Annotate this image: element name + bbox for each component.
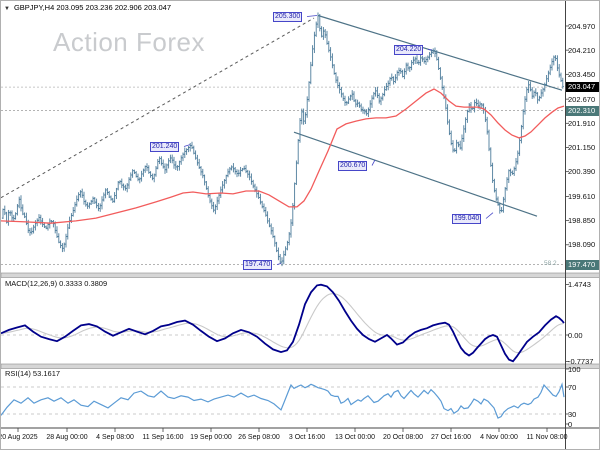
macd-main-line <box>1 283 565 363</box>
price-annotation-label[interactable]: 204.220 <box>394 45 424 55</box>
price-axis-tick: 202.670 <box>568 94 596 104</box>
rsi-axis-tick: 30 <box>568 409 577 419</box>
rsi-indicator-label: RSI(14) 53.1617 <box>5 369 61 378</box>
time-axis-label: 11 Sep 16:00 <box>142 434 184 441</box>
price-axis-tick: 198.090 <box>568 240 596 250</box>
time-axis-label: 26 Sep 08:00 <box>238 434 280 441</box>
price-axis-tick: 201.150 <box>568 142 596 152</box>
macd-axis-tick: 0.00 <box>568 330 583 340</box>
annotation-connector <box>306 15 318 17</box>
pane-splitter-rsi[interactable] <box>1 363 600 369</box>
macd-pane[interactable] <box>1 283 565 363</box>
price-axis-tick: 204.210 <box>568 45 596 55</box>
price-annotation-label[interactable]: 200.670 <box>338 161 368 171</box>
axis-price-tag-teal: 197.470 <box>566 259 599 270</box>
annotation-connector <box>485 212 494 219</box>
time-axis-label: 4 Sep 08:00 <box>96 434 134 441</box>
pane-splitter-macd[interactable] <box>1 272 600 278</box>
trendline-1[interactable] <box>317 14 563 91</box>
price-annotation-label[interactable]: 201.240 <box>150 142 180 152</box>
symbol-quote-line: ▼ GBPJPY,H4 203.095 203.236 202.906 203.0… <box>4 3 171 12</box>
annotation-connector <box>276 263 282 265</box>
trendline-2[interactable] <box>293 131 538 217</box>
price-annotation-label[interactable]: 205.300 <box>273 12 303 22</box>
symbol-ohlc-text: GBPJPY,H4 203.095 203.236 202.906 203.04… <box>13 3 172 12</box>
price-bars <box>1 12 564 267</box>
rsi-line <box>1 382 565 419</box>
time-axis-label: 20 Oct 08:00 <box>382 434 424 441</box>
price-axis-tick: 199.610 <box>568 191 596 201</box>
price-axis-tick: 204.970 <box>568 21 596 31</box>
price-axis-tick: 198.850 <box>568 216 596 226</box>
time-axis-label: 3 Oct 16:00 <box>288 434 326 441</box>
price-annotation-label[interactable]: 197.470 <box>243 260 273 270</box>
macd-indicator-label: MACD(12,26,9) 0.3333 0.3809 <box>5 279 108 288</box>
fib-level-note: 58.2 <box>544 260 557 267</box>
watermark: Action Forex <box>53 27 205 57</box>
symbol-dropdown-icon[interactable]: ▼ <box>4 6 10 12</box>
macd-axis-tick: -0.7737 <box>568 356 594 366</box>
rsi-axis-tick: 70 <box>568 382 577 392</box>
time-axis-label: 19 Sep 00:00 <box>190 434 232 441</box>
price-pane[interactable] <box>1 12 565 267</box>
time-axis-label: 27 Oct 16:00 <box>430 434 472 441</box>
macd-axis-tick: 1.4743 <box>568 280 591 290</box>
trendline-0[interactable] <box>1 17 315 199</box>
ma-line <box>1 88 565 224</box>
time-axis-label: 13 Oct 00:00 <box>334 434 376 441</box>
time-axis-label: 20 Aug 2025 <box>0 434 38 441</box>
price-axis-tick: 203.450 <box>568 69 596 79</box>
price-axis-tick: 200.390 <box>568 167 596 177</box>
annotation-connector <box>371 159 376 166</box>
price-annotation-label[interactable]: 199.040 <box>452 214 482 224</box>
axis-price-tag-black: 203.047 <box>566 82 599 93</box>
axis-price-tag-teal: 202.310 <box>566 105 599 116</box>
time-axis-label: 28 Aug 00:00 <box>46 434 88 441</box>
macd-signal-line <box>1 293 564 354</box>
rsi-axis-tick: 100 <box>568 364 581 374</box>
time-axis-label: 4 Nov 00:00 <box>480 434 518 441</box>
rsi-pane[interactable] <box>1 382 565 419</box>
price-axis-tick: 201.910 <box>568 118 596 128</box>
rsi-axis-tick: 0 <box>568 419 573 429</box>
time-axis-label: 11 Nov 08:00 <box>526 434 568 441</box>
annotation-connector <box>183 144 191 147</box>
